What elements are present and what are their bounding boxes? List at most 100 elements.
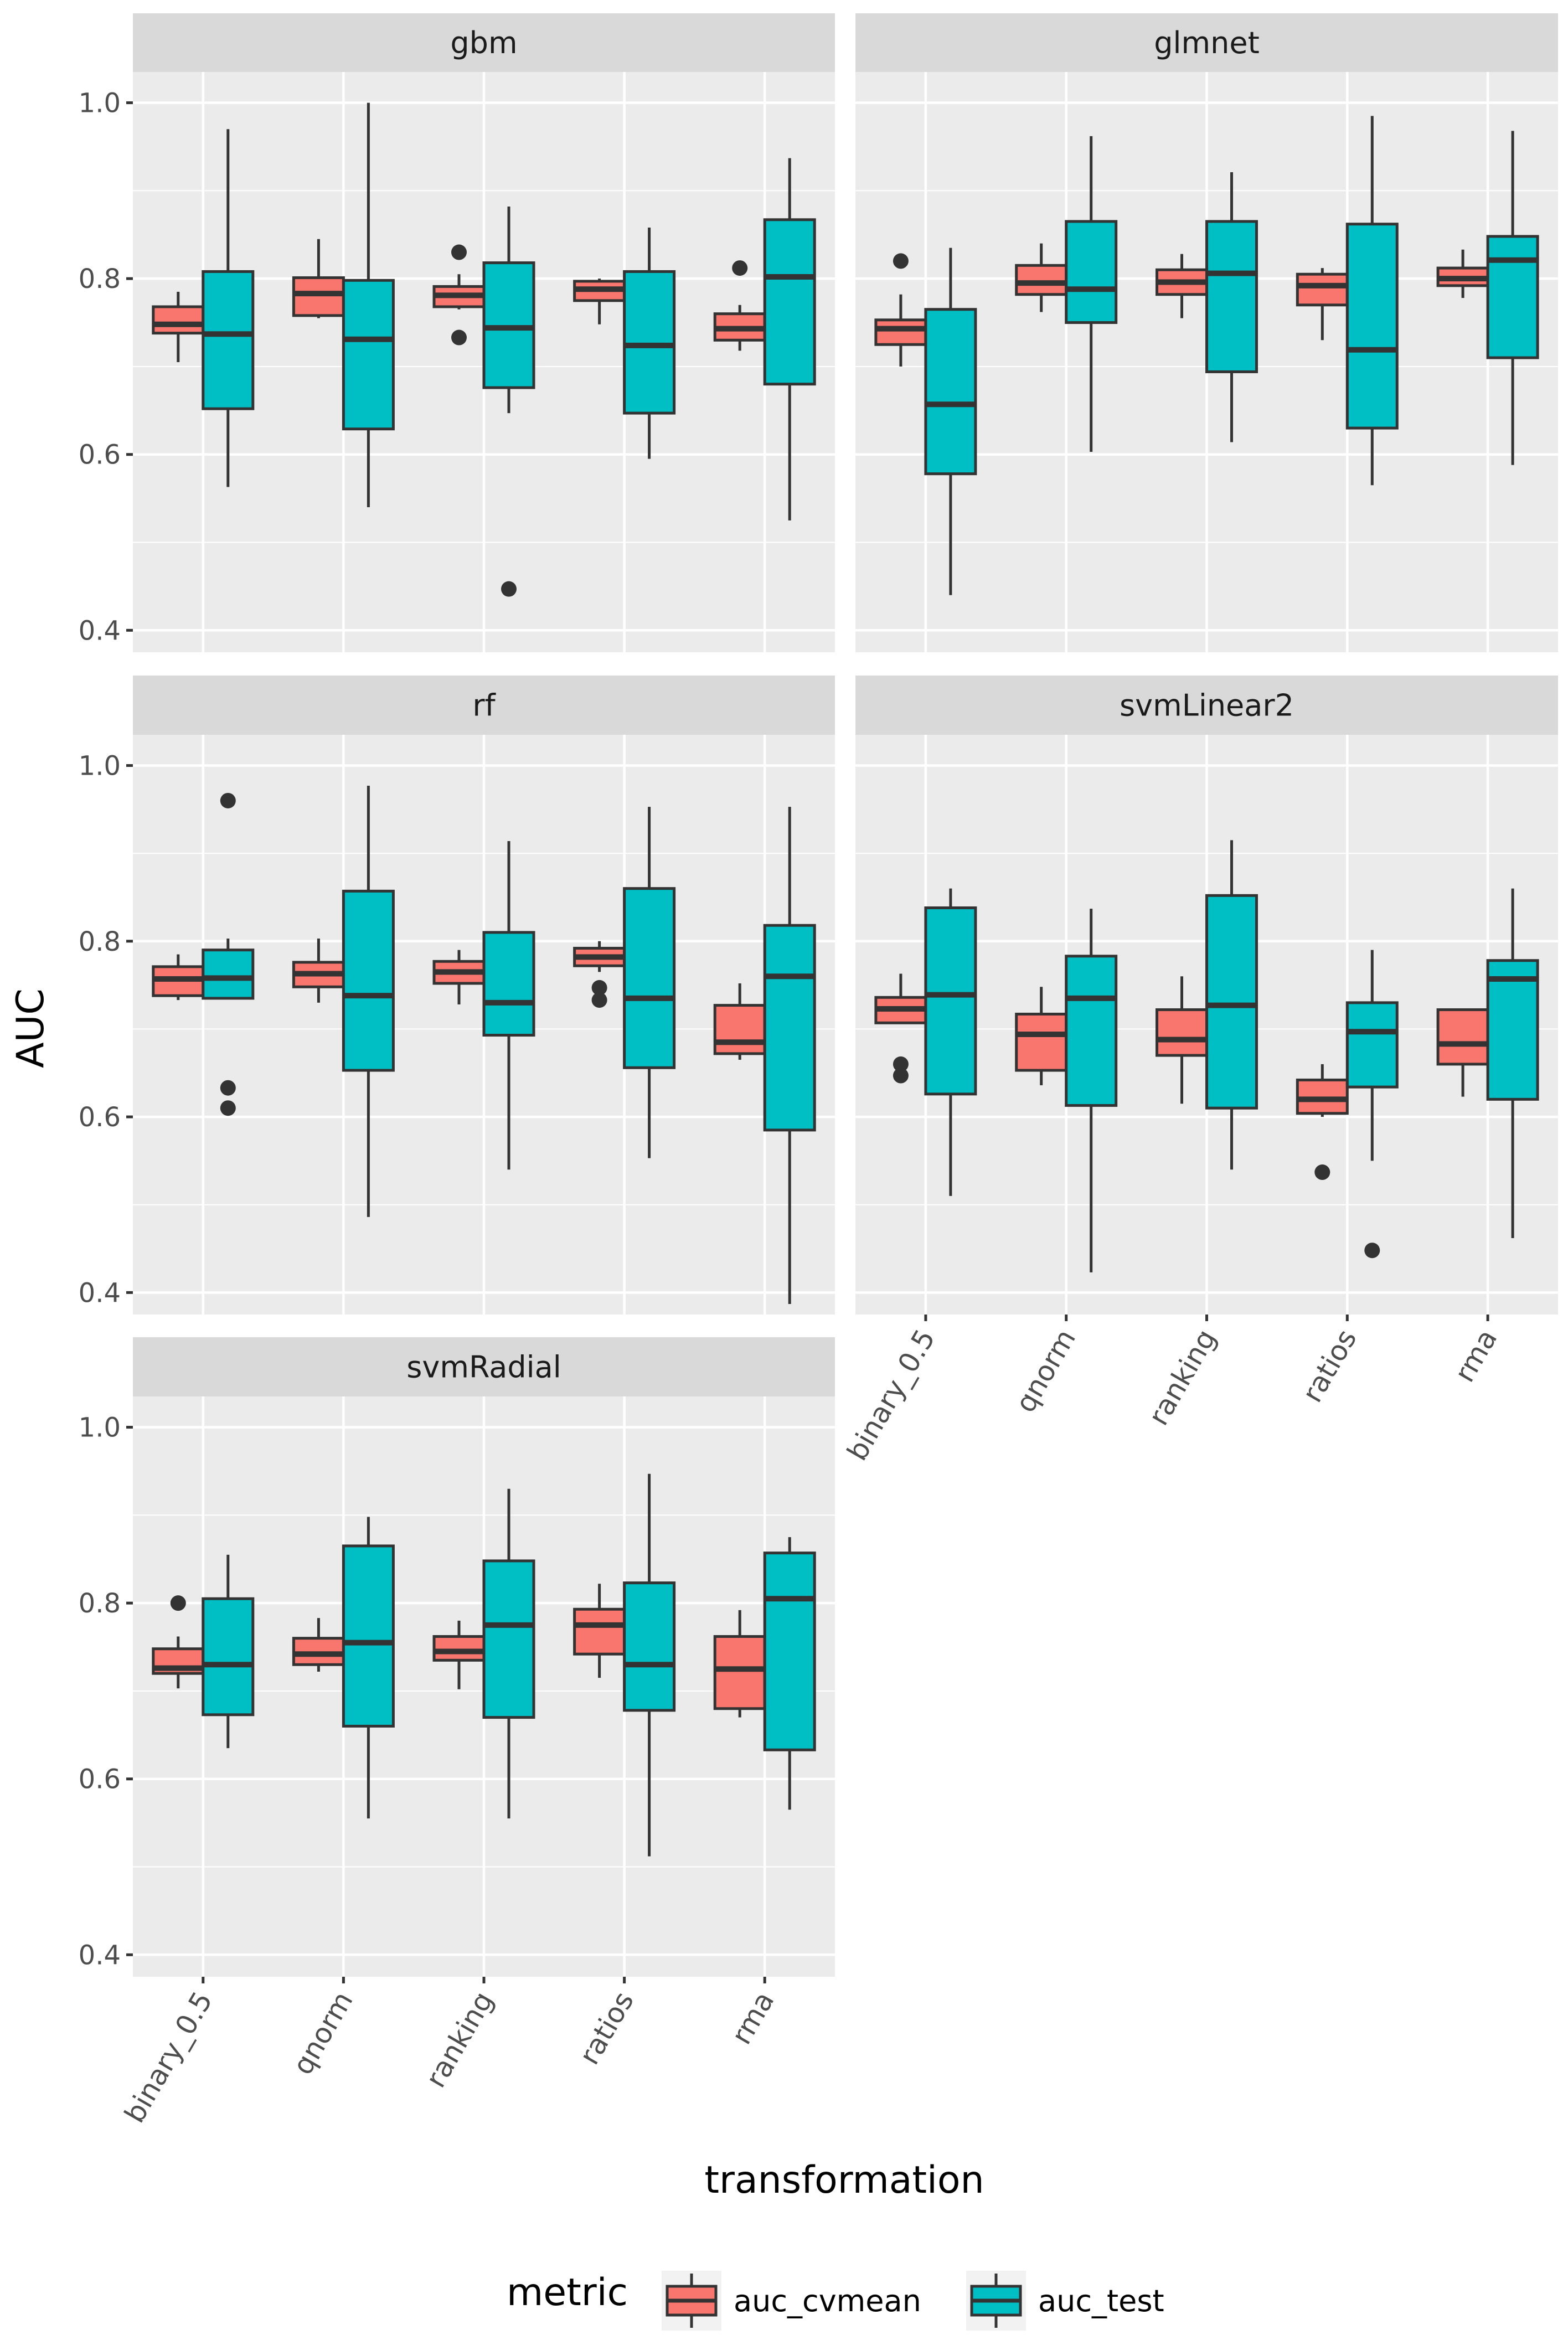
box-auc_test-ratios (1345, 116, 1399, 486)
box-body (1436, 1008, 1489, 1066)
y-tick-label: 0.4 (79, 615, 121, 646)
y-tick-label: 0.8 (79, 1588, 121, 1619)
box-body (432, 1635, 486, 1662)
facet-strip-label: rf (472, 688, 496, 723)
facet-strip-label: glmnet (1154, 25, 1260, 60)
box-body (1065, 220, 1118, 324)
box-auc_cvmean-ranking (1156, 976, 1208, 1104)
y-tick-label: 1.0 (79, 751, 121, 782)
facet-strip-label: svmLinear2 (1120, 688, 1294, 723)
box-auc_test-qnorm (1065, 136, 1118, 452)
outlier-point (591, 992, 607, 1008)
box-body (924, 906, 977, 1096)
y-tick-label: 0.6 (79, 1764, 121, 1795)
box-body (1345, 1001, 1399, 1089)
facet-panel-glmnet: glmnet (855, 13, 1558, 652)
facet-panel-rf: rf 0.4 0.6 0.8 1.0 (79, 676, 835, 1315)
box-auc_test-binary_0.5 (202, 129, 255, 487)
box-auc_cvmean-qnorm (292, 239, 345, 318)
box-auc_test-qnorm (1065, 909, 1118, 1272)
box-auc_test-ranking (1205, 840, 1258, 1170)
box-body (482, 931, 535, 1037)
legend-item-auc_cvmean: auc_cvmean (662, 2271, 921, 2331)
legend: metric auc_cvmean auc_test (507, 2271, 1164, 2331)
box-auc_test-binary_0.5 (202, 1554, 255, 1749)
box-auc_test-rma (763, 158, 816, 520)
outlier-point (451, 329, 467, 346)
facet-strip (855, 676, 1558, 735)
outlier-point (220, 1100, 236, 1116)
box-auc_test-ranking (482, 206, 535, 597)
outlier-point (893, 253, 909, 269)
box-body (924, 308, 977, 476)
box-auc_test-ratios (623, 228, 676, 459)
box-body (874, 318, 927, 346)
box-body (713, 1004, 766, 1055)
box-auc_test-qnorm (342, 102, 395, 507)
outlier-point (170, 1595, 186, 1611)
box-auc_test-rma (763, 807, 816, 1304)
outlier-point (451, 244, 467, 260)
facet-panel-gbm: gbm 0.4 0.6 0.8 1.0 (79, 13, 835, 652)
box-body (202, 270, 255, 410)
y-tick-label: 0.8 (79, 264, 121, 295)
box-auc_test-qnorm (342, 786, 395, 1217)
y-axis-title: AUC (9, 988, 53, 1068)
box-auc_cvmean-binary_0.5 (874, 253, 927, 367)
x-axis-title: transformation (704, 2158, 984, 2202)
legend-item-auc_test: auc_test (966, 2271, 1164, 2331)
legend-title: metric (507, 2271, 628, 2315)
box-body (1345, 223, 1399, 430)
box-auc_cvmean-ratios (1296, 268, 1349, 341)
box-body (342, 1544, 395, 1728)
box-body (342, 889, 395, 1072)
box-auc_test-ranking (482, 1488, 535, 1819)
box-auc_cvmean-rma (713, 1610, 766, 1718)
box-auc_test-ratios (1345, 950, 1399, 1259)
box-body (763, 924, 816, 1132)
box-auc_test-binary_0.5 (924, 248, 977, 595)
facet-strip (855, 13, 1558, 72)
box-auc_cvmean-qnorm (1015, 987, 1068, 1085)
box-body (202, 1597, 255, 1717)
box-auc_test-ranking (1205, 172, 1258, 442)
box-body (1486, 959, 1539, 1101)
box-auc_cvmean-binary_0.5 (152, 291, 205, 362)
box-body (292, 276, 345, 317)
box-auc_test-binary_0.5 (202, 792, 255, 1116)
box-body (573, 1607, 626, 1656)
box-auc_test-ranking (482, 841, 535, 1170)
box-body (482, 1559, 535, 1719)
outlier-point (893, 1056, 909, 1072)
box-body (623, 1581, 676, 1712)
box-body (1205, 220, 1258, 373)
box-auc_cvmean-qnorm (1015, 243, 1068, 312)
facet-strip-label: svmRadial (406, 1350, 561, 1385)
box-body (1486, 235, 1539, 359)
box-auc_cvmean-binary_0.5 (152, 1595, 205, 1689)
box-auc_test-binary_0.5 (924, 888, 977, 1196)
box-auc_test-qnorm (342, 1517, 395, 1819)
box-auc_cvmean-qnorm (292, 1618, 345, 1672)
box-auc_test-rma (1486, 131, 1539, 465)
y-tick-label: 0.8 (79, 926, 121, 957)
box-auc_cvmean-ranking (432, 1620, 486, 1689)
box-body (202, 949, 255, 1000)
box-body (152, 305, 205, 335)
box-body (1065, 955, 1118, 1107)
outlier-point (893, 1068, 909, 1084)
facet-strip (133, 1337, 835, 1396)
outlier-point (732, 260, 748, 276)
y-tick-label: 0.6 (79, 1102, 121, 1133)
facet-strip-label: gbm (450, 25, 517, 60)
outlier-point (1314, 1164, 1330, 1181)
box-body (1156, 1008, 1208, 1057)
y-tick-label: 0.4 (79, 1277, 121, 1308)
box-auc_test-rma (1486, 888, 1539, 1238)
facet-strip (133, 13, 835, 72)
y-tick-label: 1.0 (79, 1413, 121, 1444)
box-body (1205, 894, 1258, 1110)
box-body (342, 279, 395, 431)
